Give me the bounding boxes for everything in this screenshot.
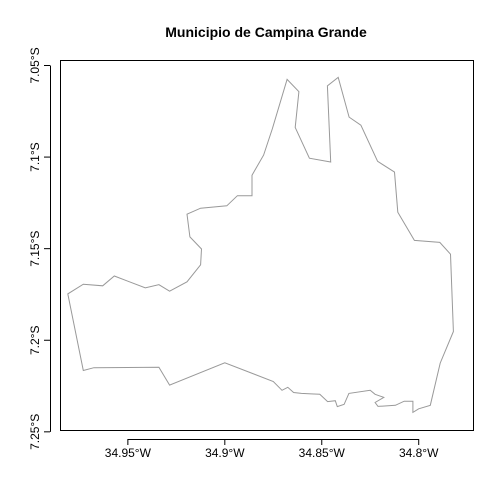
y-tick-label: 7.2°S <box>28 326 42 355</box>
y-tick-label: 7.1°S <box>28 142 42 171</box>
x-tick-label: 34.85°W <box>299 446 346 460</box>
municipality-boundary <box>67 76 454 414</box>
x-tick-label: 34.9°W <box>205 446 245 460</box>
plot-frame <box>60 60 474 431</box>
y-axis: 7.05°S 7.1°S 7.15°S 7.2°S 7.25°S <box>28 47 51 450</box>
y-tick-label: 7.15°S <box>28 231 42 267</box>
y-tick-label: 7.05°S <box>28 47 42 83</box>
x-tick-label: 34.8°W <box>399 446 439 460</box>
y-tick-label: 7.25°S <box>28 414 42 450</box>
x-axis: 34.95°W 34.9°W 34.85°W 34.8°W <box>105 439 439 460</box>
x-tick-label: 34.95°W <box>105 446 152 460</box>
map-title: Municipio de Campina Grande <box>165 24 367 40</box>
